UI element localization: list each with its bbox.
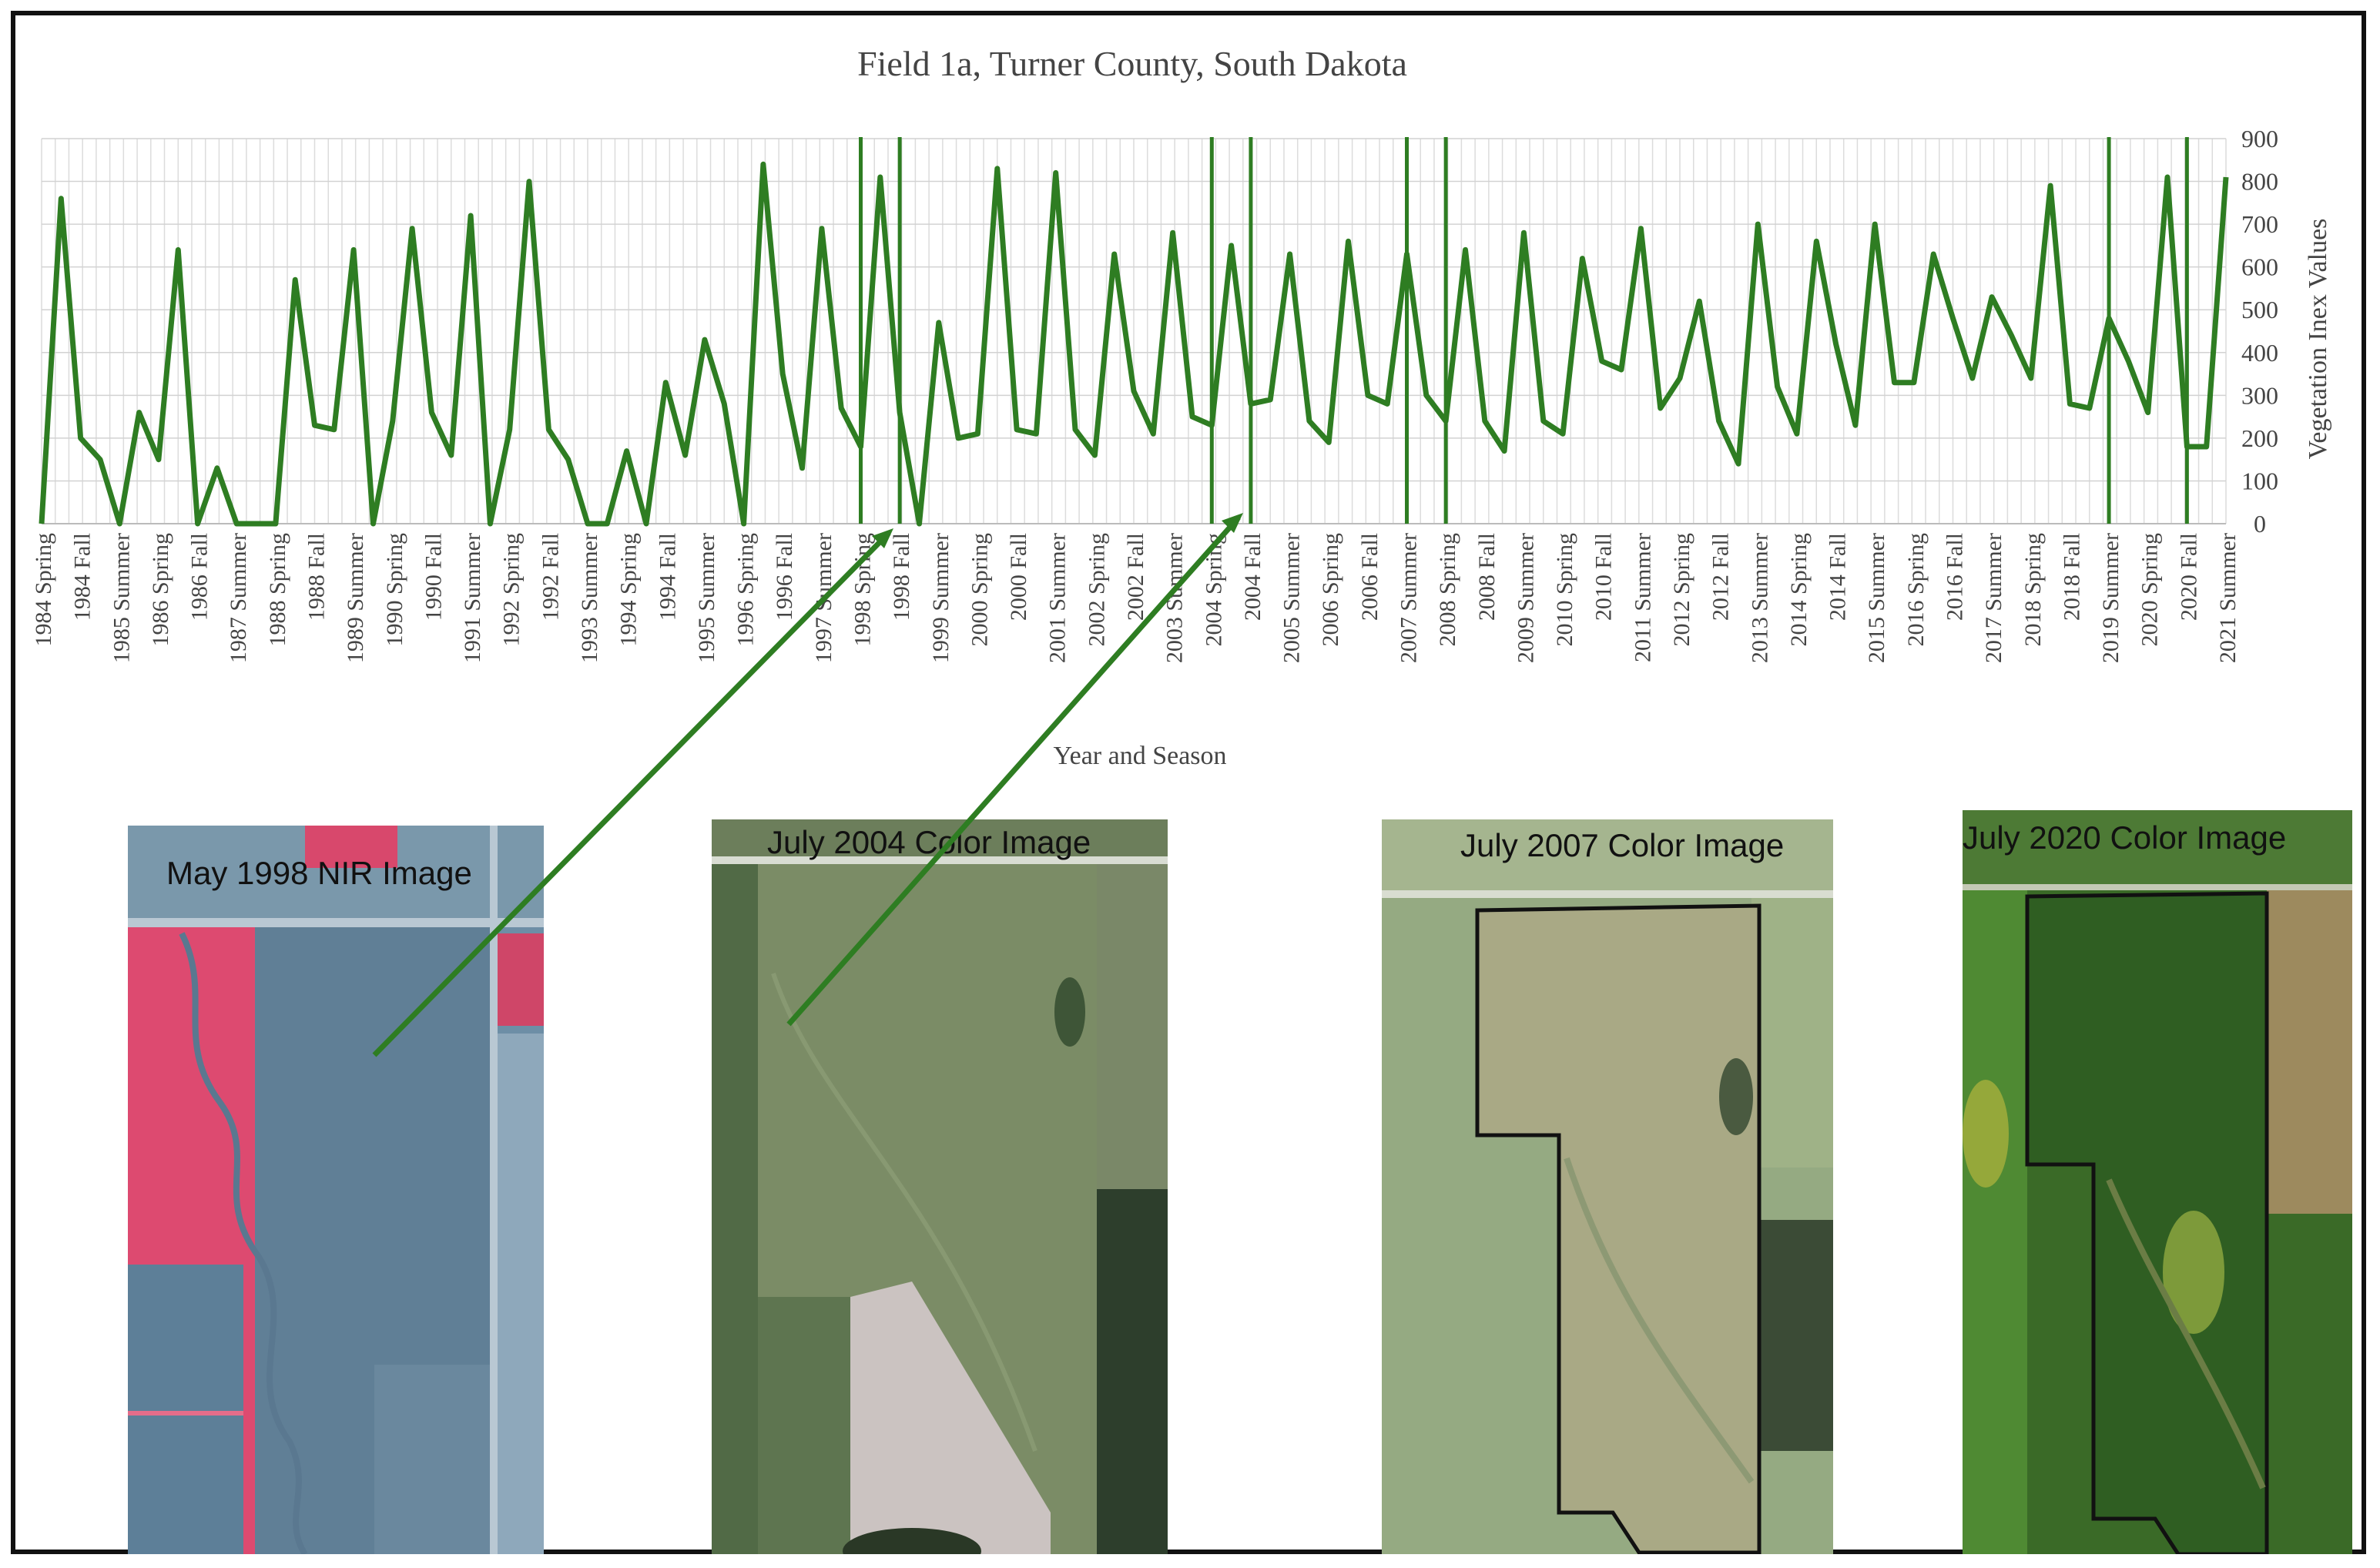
x-tick-label: 2016 Fall [1943, 533, 1968, 621]
color-2004-label: July 2004 Color Image [767, 824, 1091, 860]
x-tick-label: 2003 Summer [1162, 533, 1188, 663]
x-tick-label: 1987 Summer [226, 533, 251, 663]
chart-title: Field 1a, Turner County, South Dakota [857, 44, 1407, 83]
y-tick-label: 700 [2241, 210, 2278, 238]
x-tick-label: 1996 Spring [733, 533, 759, 647]
field-2007-graphic [1382, 819, 1833, 1554]
vertical-marker-lines [859, 137, 2189, 524]
vegetation-index-chart: Field 1a, Turner County, South Dakota 01… [31, 44, 2332, 770]
nir-field-graphic [128, 826, 544, 1554]
color-image-2020: July 2020 Color Image [1963, 810, 2352, 1554]
y-axis-label: Vegetation Inex Values [2304, 219, 2332, 460]
x-tick-label: 1984 Spring [31, 533, 56, 647]
y-tick-label: 600 [2241, 253, 2278, 281]
x-tick-label: 2021 Summer [2215, 533, 2241, 663]
x-tick-label: 1990 Spring [382, 533, 407, 647]
x-tick-label: 1995 Summer [694, 533, 719, 663]
x-tick-label: 2010 Spring [1552, 533, 1577, 647]
color-2020-label: July 2020 Color Image [1963, 819, 2287, 856]
x-tick-label: 2006 Spring [1318, 533, 1343, 647]
x-tick-label: 2012 Spring [1669, 533, 1694, 647]
nir-image-1998: May 1998 NIR Image [128, 826, 544, 1554]
x-tick-label: 1992 Spring [499, 533, 525, 647]
x-tick-label: 1994 Fall [655, 533, 680, 621]
x-tick-label: 1990 Fall [421, 533, 446, 621]
x-tick-label: 2009 Summer [1513, 533, 1538, 663]
y-tick-labels: 0 100 200 300 400 500 600 700 800 900 [2241, 125, 2278, 538]
color-2007-label: July 2007 Color Image [1460, 827, 1785, 863]
x-tick-label: 1986 Spring [148, 533, 173, 647]
x-tick-label: 2016 Spring [1903, 533, 1929, 647]
x-tick-label: 2006 Fall [1357, 533, 1383, 621]
x-tick-label: 2017 Summer [1981, 533, 2006, 663]
x-tick-label: 2002 Spring [1084, 533, 1109, 647]
x-tick-label: 2000 Spring [967, 533, 992, 647]
x-tick-label: 1989 Summer [343, 533, 368, 663]
x-tick-label: 2008 Fall [1474, 533, 1500, 621]
series-line-group [39, 161, 2229, 527]
x-tick-label: 1985 Summer [109, 533, 134, 663]
x-tick-label: 1998 Fall [889, 533, 914, 621]
x-tick-label: 1993 Summer [577, 533, 602, 663]
x-tick-label: 1992 Fall [538, 533, 563, 621]
x-tick-label: 1988 Spring [265, 533, 290, 647]
y-tick-label: 400 [2241, 339, 2278, 367]
x-tick-label: 1996 Fall [772, 533, 797, 621]
nir-image-label: May 1998 NIR Image [166, 855, 472, 891]
x-tick-label: 2000 Fall [1006, 533, 1031, 621]
x-tick-label: 2002 Fall [1123, 533, 1148, 621]
series-line [39, 161, 2229, 527]
x-tick-label: 2013 Summer [1747, 533, 1772, 663]
x-tick-label: 2007 Summer [1396, 533, 1422, 663]
y-tick-label: 900 [2241, 125, 2278, 152]
x-tick-labels: 1984 Spring 1984 Fall 1985 Summer 1986 Spri… [31, 533, 2241, 663]
x-tick-label: 2004 Spring [1201, 533, 1226, 647]
color-image-2004: July 2004 Color Image [712, 819, 1168, 1554]
x-tick-label: 1991 Summer [460, 533, 485, 663]
x-tick-label: 2004 Fall [1240, 533, 1265, 621]
x-tick-label: 1986 Fall [187, 533, 213, 621]
x-tick-label: 2019 Summer [2098, 533, 2124, 663]
x-tick-label: 2014 Fall [1825, 533, 1851, 621]
x-tick-label: 2018 Spring [2020, 533, 2046, 647]
x-tick-label: 1999 Summer [928, 533, 954, 663]
x-tick-label: 1997 Summer [811, 533, 836, 663]
y-tick-label: 0 [2254, 510, 2266, 538]
x-tick-label: 1994 Spring [616, 533, 642, 647]
x-tick-label: 2010 Fall [1591, 533, 1617, 621]
x-tick-label: 2001 Summer [1045, 533, 1071, 663]
x-tick-label: 2014 Spring [1786, 533, 1812, 647]
y-tick-label: 500 [2241, 296, 2278, 323]
y-tick-label: 100 [2241, 467, 2278, 494]
y-tick-label: 300 [2241, 381, 2278, 409]
x-tick-label: 2015 Summer [1864, 533, 1889, 663]
color-image-2007: July 2007 Color Image [1382, 819, 1833, 1554]
x-tick-label: 1984 Fall [70, 533, 96, 621]
x-tick-label: 1988 Fall [304, 533, 330, 621]
x-tick-label: 2020 Fall [2176, 533, 2201, 621]
y-tick-label: 200 [2241, 424, 2278, 452]
field-2004-graphic [712, 819, 1168, 1554]
x-tick-label: 2008 Spring [1435, 533, 1460, 647]
x-axis-label: Year and Season [1053, 742, 1226, 770]
x-tick-label: 1998 Spring [850, 533, 876, 647]
x-tick-label: 2012 Fall [1708, 533, 1734, 621]
x-tick-label: 2005 Summer [1279, 533, 1305, 663]
x-tick-label: 2011 Summer [1630, 533, 1655, 662]
y-tick-label: 800 [2241, 168, 2278, 196]
x-tick-label: 2020 Spring [2137, 533, 2163, 647]
x-tick-label: 2018 Fall [2059, 533, 2084, 621]
field-2020-graphic [1963, 810, 2352, 1554]
